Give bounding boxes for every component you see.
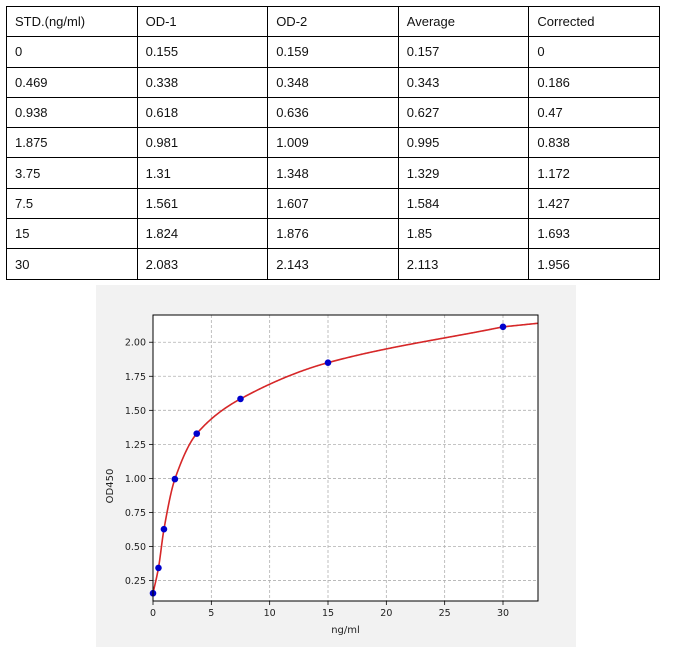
y-tick-label: 1.00 bbox=[125, 474, 146, 485]
cell-od1: 1.824 bbox=[136, 218, 269, 250]
cell-std: 0.938 bbox=[6, 96, 138, 129]
cell-corrected: 0.186 bbox=[528, 66, 660, 98]
x-axis-label: ng/ml bbox=[331, 625, 360, 636]
fit-curve bbox=[152, 322, 539, 594]
cell-average: 1.584 bbox=[397, 187, 530, 220]
cell-average: 0.157 bbox=[397, 36, 530, 68]
data-point bbox=[193, 430, 201, 437]
header-cell-std: STD.(ng/ml) bbox=[6, 5, 138, 38]
header-cell-od2: OD-2 bbox=[267, 5, 399, 38]
table-row: 1.875 0.981 1.009 0.995 0.838 bbox=[6, 127, 660, 159]
cell-corrected: 1.427 bbox=[528, 187, 660, 220]
data-points bbox=[149, 323, 507, 597]
cell-std: 0.469 bbox=[6, 66, 138, 98]
cell-corrected: 0 bbox=[528, 36, 660, 68]
cell-od2: 0.348 bbox=[267, 66, 399, 98]
cell-std: 3.75 bbox=[6, 157, 138, 189]
cell-corrected: 0.838 bbox=[528, 127, 660, 159]
chart-panel: 0 5 10 15 20 25 30 0.25 0.50 0.75 1.00 1.25 1.50 1.7… bbox=[96, 285, 576, 647]
cell-od1: 0.981 bbox=[136, 127, 269, 159]
x-axis: 0 5 10 15 20 25 30 bbox=[150, 601, 509, 619]
y-tick-label: 1.75 bbox=[125, 372, 146, 383]
cell-od2: 0.636 bbox=[267, 96, 399, 129]
table-row: 0.469 0.338 0.348 0.343 0.186 bbox=[6, 66, 660, 98]
x-tick-label: 0 bbox=[150, 608, 156, 619]
table-row: 3.75 1.31 1.348 1.329 1.172 bbox=[6, 157, 660, 189]
table-row: 30 2.083 2.143 2.113 1.956 bbox=[6, 248, 660, 280]
cell-od1: 2.083 bbox=[136, 248, 269, 280]
plot-frame bbox=[152, 314, 539, 602]
x-tick-label: 20 bbox=[380, 608, 392, 619]
data-point bbox=[160, 525, 168, 533]
cell-corrected: 1.172 bbox=[528, 157, 660, 189]
y-tick-label: 0.75 bbox=[125, 508, 146, 519]
y-axis: 0.25 0.50 0.75 1.00 1.25 1.50 1.75 2.00 bbox=[125, 338, 153, 587]
cell-od1: 0.618 bbox=[136, 96, 269, 129]
cell-std: 15 bbox=[6, 218, 138, 250]
cell-corrected: 0.47 bbox=[528, 96, 660, 129]
x-tick-label: 15 bbox=[322, 608, 334, 619]
data-point bbox=[171, 475, 179, 483]
cell-average: 1.85 bbox=[397, 218, 530, 250]
header-cell-od1: OD-1 bbox=[136, 5, 269, 38]
cell-std: 30 bbox=[6, 248, 138, 280]
table-header-row: STD.(ng/ml) OD-1 OD-2 Average Corrected bbox=[6, 5, 660, 38]
cell-od2: 1.348 bbox=[267, 157, 399, 189]
cell-od2: 0.159 bbox=[267, 36, 399, 68]
y-tick-label: 2.00 bbox=[125, 338, 146, 349]
table-row: 15 1.824 1.876 1.85 1.693 bbox=[6, 218, 660, 250]
cell-std: 0 bbox=[6, 36, 138, 68]
cell-corrected: 1.956 bbox=[528, 248, 660, 280]
cell-od2: 1.009 bbox=[267, 127, 399, 159]
y-tick-label: 1.25 bbox=[125, 440, 146, 451]
cell-od2: 1.607 bbox=[267, 187, 399, 220]
cell-od1: 0.338 bbox=[136, 66, 269, 98]
cell-std: 7.5 bbox=[6, 187, 138, 220]
cell-average: 0.343 bbox=[397, 66, 530, 98]
cell-od2: 1.876 bbox=[267, 218, 399, 250]
header-cell-corrected: Corrected bbox=[528, 5, 660, 38]
cell-average: 2.113 bbox=[397, 248, 530, 280]
data-point bbox=[237, 395, 244, 403]
cell-od1: 0.155 bbox=[136, 36, 269, 68]
cell-average: 0.627 bbox=[397, 96, 530, 129]
plot-area bbox=[153, 315, 538, 601]
cell-od1: 1.31 bbox=[136, 157, 269, 189]
standard-curve-chart: 0 5 10 15 20 25 30 0.25 0.50 0.75 1.00 1.25 1.50 1.7… bbox=[105, 314, 539, 636]
cell-average: 0.995 bbox=[397, 127, 530, 159]
y-axis-label: OD450 bbox=[105, 469, 116, 504]
header-cell-average: Average bbox=[397, 5, 530, 38]
data-point bbox=[324, 359, 332, 366]
cell-od2: 2.143 bbox=[267, 248, 399, 280]
cell-corrected: 1.693 bbox=[528, 218, 660, 250]
y-tick-label: 0.25 bbox=[125, 576, 146, 587]
x-tick-label: 25 bbox=[439, 608, 451, 619]
table-row: 0.938 0.618 0.636 0.627 0.47 bbox=[6, 96, 660, 129]
x-tick-label: 10 bbox=[264, 608, 276, 619]
cell-std: 1.875 bbox=[6, 127, 138, 159]
table-row: 7.5 1.561 1.607 1.584 1.427 bbox=[6, 187, 660, 220]
x-tick-label: 5 bbox=[208, 608, 214, 619]
y-tick-label: 0.50 bbox=[125, 542, 146, 553]
cell-average: 1.329 bbox=[397, 157, 530, 189]
cell-od1: 1.561 bbox=[136, 187, 269, 220]
data-point bbox=[499, 323, 507, 331]
table-row: 0 0.155 0.159 0.157 0 bbox=[6, 36, 660, 68]
standard-curve-table: STD.(ng/ml) OD-1 OD-2 Average Corrected 0 0.15… bbox=[6, 5, 660, 280]
data-point bbox=[155, 564, 162, 572]
y-tick-label: 1.50 bbox=[125, 406, 146, 417]
x-tick-label: 30 bbox=[497, 608, 509, 619]
